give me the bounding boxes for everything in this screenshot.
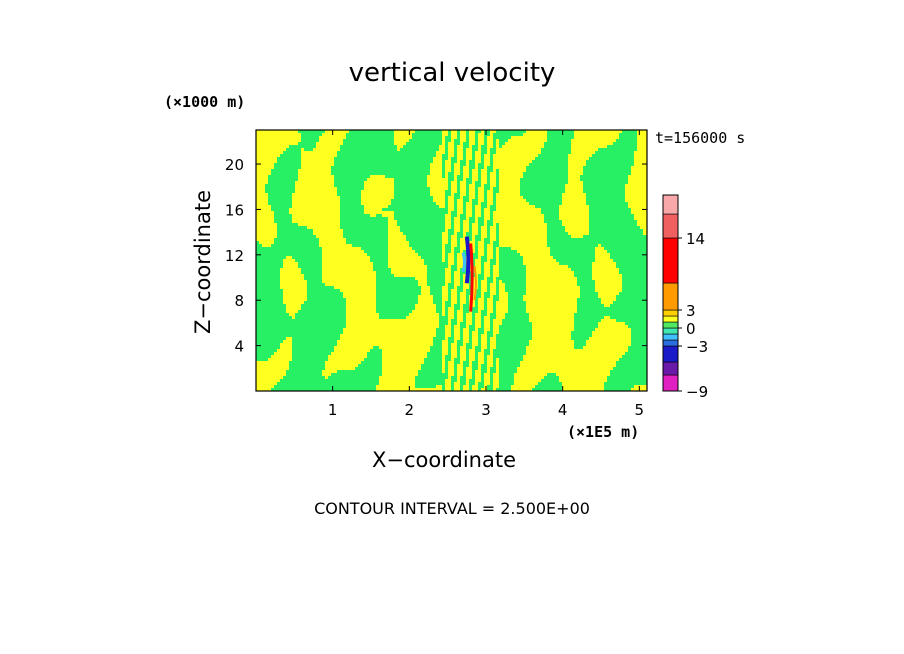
downdraft-streak	[464, 236, 471, 284]
colorbar-segment	[662, 237, 679, 284]
colorbar-segment	[662, 361, 679, 376]
colorbar-label: −9	[686, 383, 708, 401]
x-tick-label: 1	[328, 401, 338, 419]
y-tick-label: 16	[225, 201, 244, 219]
x-tick-label: 5	[635, 401, 645, 419]
chart-title: vertical velocity	[348, 58, 556, 88]
colorbar-label: 3	[686, 302, 696, 320]
x-tick-label: 2	[405, 401, 415, 419]
x-tick-label: 4	[558, 401, 568, 419]
x-axis-label: X−coordinate	[372, 448, 516, 472]
y-axis-label: Z−coordinate	[191, 190, 215, 334]
y-tick-label: 12	[225, 247, 244, 265]
y-unit-label: (×1000 m)	[164, 93, 246, 111]
contour-interval-label: CONTOUR INTERVAL = 2.500E+00	[314, 499, 590, 518]
weak-downdraft-streak	[461, 252, 466, 273]
x-unit-label: (×1E5 m)	[567, 423, 640, 441]
colorbar-label: 14	[686, 230, 705, 248]
colorbar-frame	[662, 194, 679, 392]
plot-frame	[255, 129, 648, 392]
colorbar-segment	[662, 309, 679, 317]
colorbar-segment	[662, 213, 679, 239]
colorbar-segment	[662, 345, 679, 363]
colorbar-segment	[662, 374, 679, 392]
colorbar-segment	[662, 315, 679, 323]
y-tick-label: 8	[234, 292, 244, 310]
colorbar-segment	[662, 333, 679, 341]
colorbar-segment	[662, 339, 679, 347]
time-label: t=156000 s	[655, 129, 746, 147]
colorbar-segment	[662, 194, 679, 215]
colorbar-label: −3	[686, 338, 708, 356]
field-area	[256, 130, 647, 391]
colorbar-segment	[662, 321, 679, 329]
colorbar-segment	[662, 327, 679, 335]
x-tick-label: 3	[481, 401, 491, 419]
updraft-streak	[469, 243, 474, 312]
y-tick-label: 4	[234, 338, 244, 356]
y-tick-label: 20	[225, 156, 244, 174]
colorbar-label: 0	[686, 320, 696, 338]
colorbar-segment	[662, 282, 679, 311]
weak-updraft-streak	[473, 266, 477, 301]
